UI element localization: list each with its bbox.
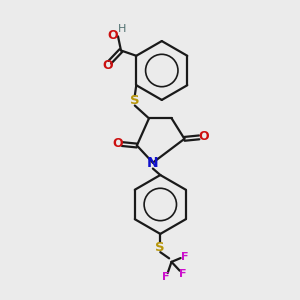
Text: F: F <box>179 269 186 279</box>
Text: F: F <box>162 272 170 282</box>
Text: F: F <box>181 252 188 262</box>
Text: O: O <box>113 137 123 150</box>
Text: H: H <box>118 24 126 34</box>
Text: O: O <box>107 29 118 42</box>
Text: O: O <box>103 59 113 72</box>
Text: O: O <box>198 130 208 143</box>
Text: S: S <box>155 241 165 254</box>
Text: S: S <box>130 94 140 107</box>
Text: N: N <box>147 156 159 170</box>
